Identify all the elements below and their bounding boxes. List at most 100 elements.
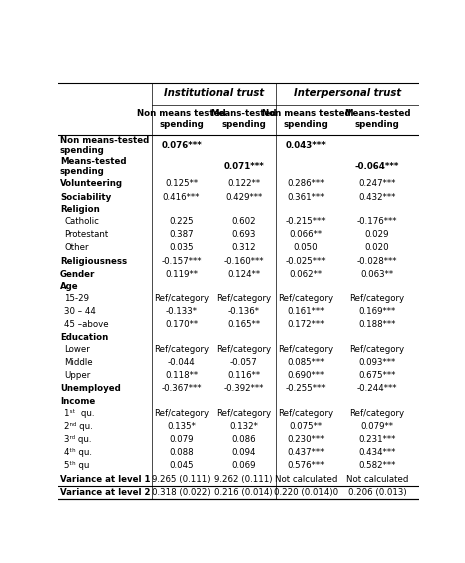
- Text: Variance at level 2: Variance at level 2: [60, 488, 150, 497]
- Text: 0.170**: 0.170**: [165, 320, 198, 329]
- Text: -0.064***: -0.064***: [355, 162, 399, 171]
- Text: 0.122**: 0.122**: [227, 180, 260, 189]
- Text: 9.262 (0.111): 9.262 (0.111): [214, 475, 273, 484]
- Text: 0.069: 0.069: [232, 462, 256, 471]
- Text: -0.160***: -0.160***: [224, 257, 264, 266]
- Text: Ref/category: Ref/category: [350, 345, 405, 354]
- Text: -0.244***: -0.244***: [357, 385, 397, 394]
- Text: Other: Other: [64, 243, 89, 252]
- Text: Religion: Religion: [60, 205, 100, 214]
- Text: Sociability: Sociability: [60, 193, 111, 202]
- Text: Volunteering: Volunteering: [60, 180, 123, 189]
- Text: -0.392***: -0.392***: [224, 385, 264, 394]
- Text: 0.116**: 0.116**: [227, 371, 260, 380]
- Text: 0.088: 0.088: [169, 448, 194, 457]
- Text: 0.085***: 0.085***: [287, 358, 325, 367]
- Text: 0.318 (0.022): 0.318 (0.022): [152, 488, 211, 497]
- Text: Ref/category: Ref/category: [216, 294, 271, 303]
- Text: 0.675***: 0.675***: [359, 371, 396, 380]
- Text: 0.231***: 0.231***: [359, 435, 396, 444]
- Text: -0.157***: -0.157***: [161, 257, 202, 266]
- Text: 0.043***: 0.043***: [286, 141, 326, 150]
- Text: Variance at level 1: Variance at level 1: [60, 475, 150, 484]
- Text: Age: Age: [60, 282, 79, 291]
- Text: Middle: Middle: [64, 358, 93, 367]
- Text: 0.086: 0.086: [232, 435, 256, 444]
- Text: 0.079: 0.079: [169, 435, 194, 444]
- Text: 0.361***: 0.361***: [287, 193, 325, 202]
- Text: 0.165**: 0.165**: [227, 320, 260, 329]
- Text: Interpersonal trust: Interpersonal trust: [294, 88, 401, 98]
- Text: Income: Income: [60, 396, 95, 405]
- Text: Not calculated: Not calculated: [346, 475, 408, 484]
- Text: Religiousness: Religiousness: [60, 257, 127, 266]
- Text: 1ˢᵗ  qu.: 1ˢᵗ qu.: [64, 409, 95, 418]
- Text: 0.169***: 0.169***: [359, 307, 396, 316]
- Text: Ref/category: Ref/category: [216, 409, 271, 418]
- Text: 0.206 (0.013): 0.206 (0.013): [348, 488, 406, 497]
- Text: Protestant: Protestant: [64, 230, 108, 239]
- Text: 0.161***: 0.161***: [287, 307, 325, 316]
- Text: -0.176***: -0.176***: [357, 217, 397, 226]
- Text: Education: Education: [60, 333, 108, 342]
- Text: 0.582***: 0.582***: [359, 462, 396, 471]
- Text: -0.367***: -0.367***: [161, 385, 202, 394]
- Text: Ref/category: Ref/category: [154, 409, 209, 418]
- Text: 0.416***: 0.416***: [163, 193, 200, 202]
- Text: -0.028***: -0.028***: [357, 257, 397, 266]
- Text: Means-tested
spending: Means-tested spending: [60, 157, 126, 176]
- Text: 0.062**: 0.062**: [289, 270, 322, 279]
- Text: 0.387: 0.387: [169, 230, 194, 239]
- Text: Ref/category: Ref/category: [279, 409, 333, 418]
- Text: Ref/category: Ref/category: [154, 345, 209, 354]
- Text: 0.076***: 0.076***: [161, 141, 202, 150]
- Text: 0.124**: 0.124**: [227, 270, 260, 279]
- Text: 30 – 44: 30 – 44: [64, 307, 96, 316]
- Text: 0.230***: 0.230***: [287, 435, 325, 444]
- Text: 0.188***: 0.188***: [359, 320, 396, 329]
- Text: -0.025***: -0.025***: [286, 257, 326, 266]
- Text: 0.576***: 0.576***: [287, 462, 325, 471]
- Text: 0.690***: 0.690***: [287, 371, 325, 380]
- Text: Non means tested
spending: Non means tested spending: [262, 109, 350, 129]
- Text: 0.020: 0.020: [365, 243, 389, 252]
- Text: -0.255***: -0.255***: [286, 385, 326, 394]
- Text: Means-tested
spending: Means-tested spending: [211, 109, 277, 129]
- Text: Ref/category: Ref/category: [350, 294, 405, 303]
- Text: 0.071***: 0.071***: [223, 162, 264, 171]
- Text: 0.132*: 0.132*: [229, 422, 258, 431]
- Text: 0.118**: 0.118**: [165, 371, 198, 380]
- Text: 0.066**: 0.066**: [289, 230, 322, 239]
- Text: 0.434***: 0.434***: [359, 448, 396, 457]
- Text: 0.045: 0.045: [169, 462, 194, 471]
- Text: Catholic: Catholic: [64, 217, 99, 226]
- Text: 0.216 (0.014): 0.216 (0.014): [214, 488, 273, 497]
- Text: 0.247***: 0.247***: [359, 180, 396, 189]
- Text: 0.094: 0.094: [232, 448, 256, 457]
- Text: 5ᵗʰ qu: 5ᵗʰ qu: [64, 462, 90, 471]
- Text: Non means-tested
spending: Non means-tested spending: [60, 136, 149, 155]
- Text: -0.057: -0.057: [230, 358, 258, 367]
- Text: 0.063**: 0.063**: [360, 270, 393, 279]
- Text: -0.044: -0.044: [168, 358, 195, 367]
- Text: 0.135*: 0.135*: [167, 422, 196, 431]
- Text: 0.125**: 0.125**: [165, 180, 198, 189]
- Text: 0.312: 0.312: [232, 243, 256, 252]
- Text: 9.265 (0.111): 9.265 (0.111): [153, 475, 211, 484]
- Text: 0.286***: 0.286***: [287, 180, 325, 189]
- Text: Non means tested
spending: Non means tested spending: [137, 109, 226, 129]
- Text: 4ᵗʰ qu.: 4ᵗʰ qu.: [64, 448, 92, 457]
- Text: Ref/category: Ref/category: [350, 409, 405, 418]
- Text: 0.220 (0.014)0: 0.220 (0.014)0: [274, 488, 338, 497]
- Text: 45 –above: 45 –above: [64, 320, 109, 329]
- Text: 0.172***: 0.172***: [287, 320, 325, 329]
- Text: Gender: Gender: [60, 270, 95, 279]
- Text: Ref/category: Ref/category: [279, 345, 333, 354]
- Text: Ref/category: Ref/category: [154, 294, 209, 303]
- Text: Means-tested
spending: Means-tested spending: [344, 109, 410, 129]
- Text: Ref/category: Ref/category: [216, 345, 271, 354]
- Text: 0.693: 0.693: [232, 230, 256, 239]
- Text: 0.035: 0.035: [169, 243, 194, 252]
- Text: Unemployed: Unemployed: [60, 385, 121, 394]
- Text: -0.133*: -0.133*: [166, 307, 198, 316]
